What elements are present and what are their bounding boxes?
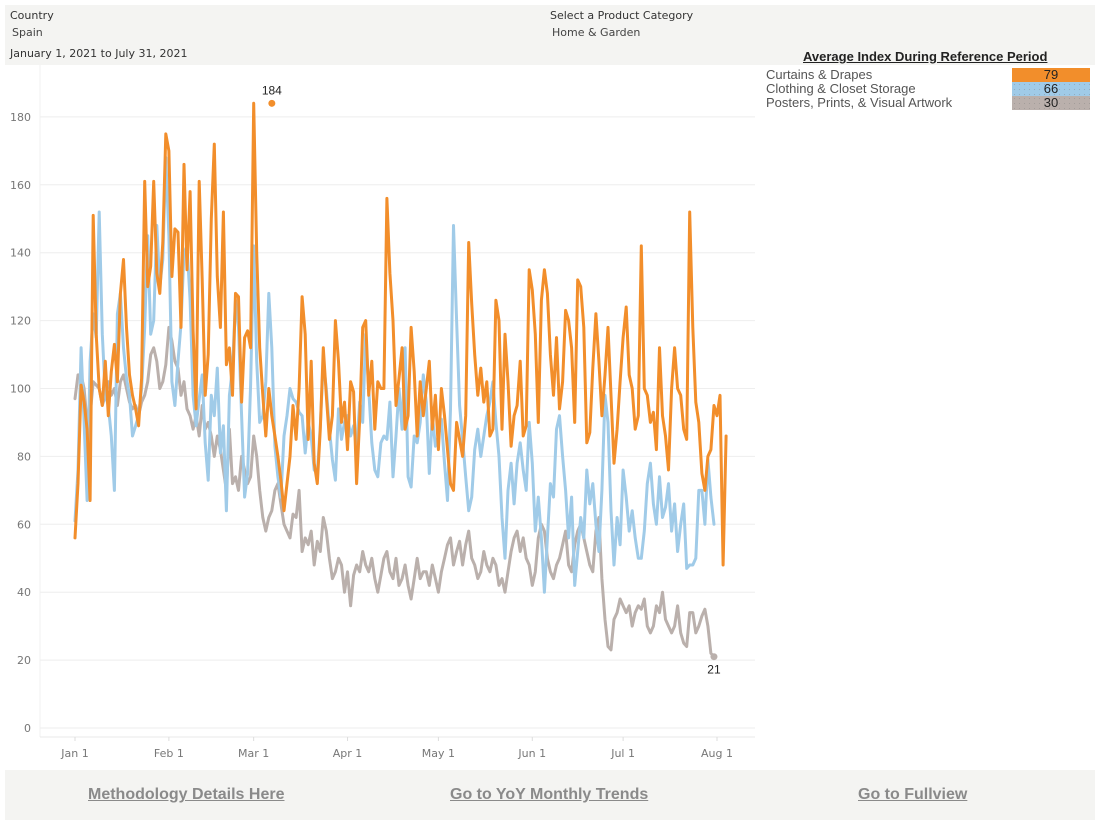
legend-item-name: Clothing & Closet Storage bbox=[766, 81, 916, 96]
x-tick-label: Jun 1 bbox=[517, 747, 546, 760]
annotation-point bbox=[710, 653, 718, 661]
y-tick-label: 80 bbox=[17, 450, 31, 463]
legend-item-name: Posters, Prints, & Visual Artwork bbox=[766, 95, 953, 110]
category-filter[interactable]: Select a Product Category Home & Garden bbox=[550, 9, 693, 39]
legend: Curtains & Drapes 79 Clothing & Closet S… bbox=[766, 68, 1092, 110]
y-tick-label: 100 bbox=[10, 383, 31, 396]
y-tick-label: 60 bbox=[17, 518, 31, 531]
x-tick-label: Jan 1 bbox=[60, 747, 88, 760]
x-tick-label: Apr 1 bbox=[333, 747, 363, 760]
category-filter-label: Select a Product Category bbox=[550, 9, 694, 22]
x-tick-label: Jul 1 bbox=[610, 747, 635, 760]
date-range: January 1, 2021 to July 31, 2021 bbox=[10, 47, 188, 60]
legend-item[interactable]: Curtains & Drapes 79 bbox=[766, 68, 1092, 82]
x-tick-label: Aug 1 bbox=[701, 747, 733, 760]
annotation-label: 21 bbox=[707, 663, 721, 677]
y-tick-label: 180 bbox=[10, 111, 31, 124]
country-filter-value[interactable]: Spain bbox=[12, 26, 43, 39]
legend-item-value: 30 bbox=[1012, 96, 1090, 110]
footer-nav: Methodology Details Here Go to YoY Month… bbox=[5, 770, 1095, 820]
y-tick-label: 20 bbox=[17, 654, 31, 667]
fullview-link[interactable]: Go to Fullview bbox=[858, 786, 968, 803]
x-tick-label: May 1 bbox=[422, 747, 455, 760]
filter-bar: Country Spain Select a Product Category … bbox=[5, 5, 1095, 65]
annotation-label: 184 bbox=[262, 83, 282, 97]
y-tick-label: 40 bbox=[17, 586, 31, 599]
y-tick-label: 0 bbox=[24, 722, 31, 735]
chart-svg: 0 20 40 60 80 100 120 140 160 180 Jan 1 Feb 1 Mar 1 A… bbox=[10, 65, 755, 760]
country-filter-label: Country bbox=[10, 9, 54, 22]
legend-item-value: 79 bbox=[1012, 68, 1090, 82]
annotation-point bbox=[268, 99, 276, 107]
yoy-monthly-trends-link[interactable]: Go to YoY Monthly Trends bbox=[450, 786, 649, 803]
y-tick-label: 140 bbox=[10, 247, 31, 260]
x-tick-label: Mar 1 bbox=[238, 747, 269, 760]
category-filter-value[interactable]: Home & Garden bbox=[552, 26, 641, 39]
legend-title: Average Index During Reference Period bbox=[803, 49, 1048, 64]
legend-item[interactable]: Clothing & Closet Storage 66 bbox=[766, 82, 1092, 96]
methodology-link[interactable]: Methodology Details Here bbox=[88, 786, 285, 803]
series-line-posters-prints-visual-artwork bbox=[73, 325, 716, 659]
legend-item-name: Curtains & Drapes bbox=[766, 67, 873, 82]
legend-item[interactable]: Posters, Prints, & Visual Artwork 30 bbox=[766, 96, 1092, 110]
x-tick-label: Feb 1 bbox=[154, 747, 184, 760]
line-chart: 0 20 40 60 80 100 120 140 160 180 Jan 1 Feb 1 Mar 1 A… bbox=[0, 65, 760, 765]
legend-item-value: 66 bbox=[1012, 82, 1090, 96]
y-tick-label: 120 bbox=[10, 315, 31, 328]
series-line-curtains-drapes bbox=[73, 101, 728, 567]
country-filter[interactable]: Country Spain bbox=[10, 9, 54, 39]
y-tick-label: 160 bbox=[10, 179, 31, 192]
